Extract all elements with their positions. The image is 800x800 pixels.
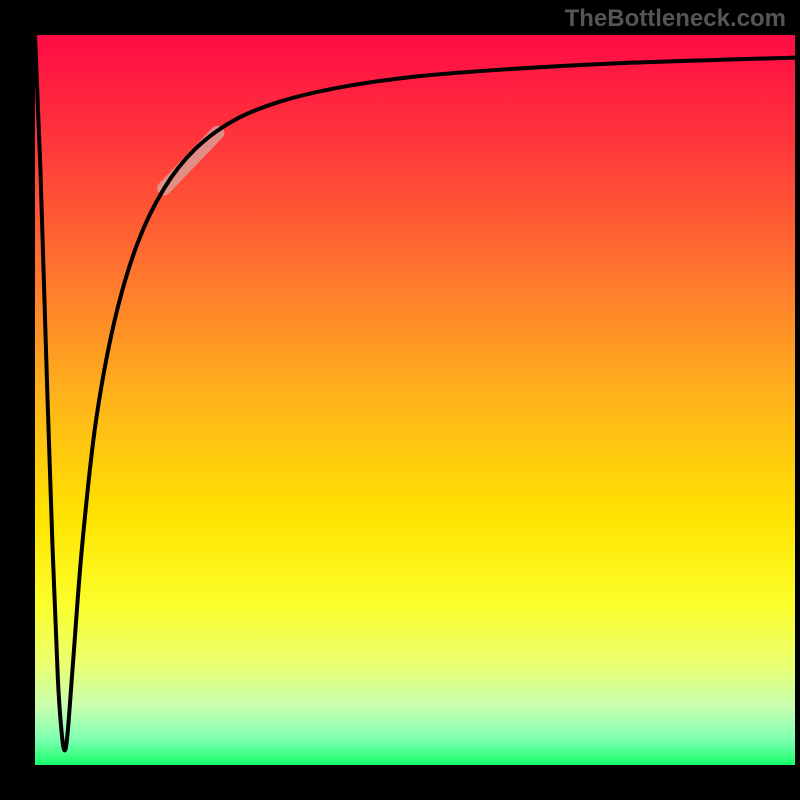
bottleneck-chart [0, 0, 800, 800]
chart-container: TheBottleneck.com [0, 0, 800, 800]
source-watermark: TheBottleneck.com [565, 5, 786, 33]
